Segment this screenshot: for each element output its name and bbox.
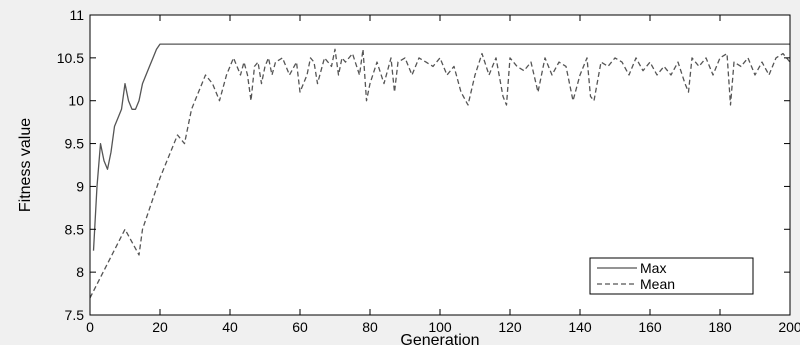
y-tick-label: 9	[76, 178, 84, 194]
y-tick-label: 10.5	[57, 50, 84, 66]
x-tick-label: 20	[152, 319, 168, 335]
x-tick-label: 200	[778, 319, 800, 335]
x-axis-title: Generation	[400, 332, 479, 345]
y-tick-label: 11	[69, 7, 84, 23]
x-axis-ticks: 0 20 40 60 80 100 120 140 160 180 200	[86, 15, 800, 335]
x-tick-label: 120	[498, 319, 522, 335]
series-line-max	[92, 43, 790, 251]
x-tick-label: 160	[638, 319, 662, 335]
x-tick-label: 100	[428, 319, 452, 335]
y-tick-label: 7.5	[65, 307, 85, 323]
x-tick-label: 0	[86, 319, 94, 335]
y-axis-title: Fitness value	[17, 118, 34, 212]
x-tick-label: 60	[292, 319, 308, 335]
series-line-mean	[89, 48, 791, 299]
x-tick-label: 40	[222, 319, 238, 335]
y-axis-ticks: 7.5 8 8.5 9 9.5 10 10.5 11	[57, 7, 790, 323]
series-layer	[89, 43, 791, 299]
x-tick-label: 140	[568, 319, 592, 335]
y-tick-label: 10	[68, 93, 84, 109]
y-tick-label: 8	[76, 264, 84, 280]
x-tick-label: 80	[362, 319, 378, 335]
y-tick-label: 8.5	[65, 221, 85, 237]
legend: Max Mean	[589, 257, 754, 295]
x-tick-label: 180	[708, 319, 732, 335]
legend-box	[589, 257, 754, 295]
legend-label-max: Max	[640, 260, 666, 276]
y-tick-label: 9.5	[65, 136, 85, 152]
legend-label-mean: Mean	[640, 276, 675, 292]
